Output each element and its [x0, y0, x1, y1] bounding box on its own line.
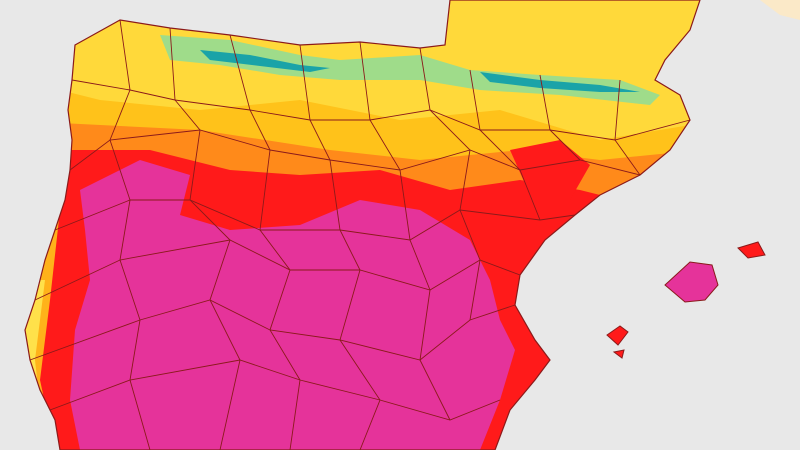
border-line — [469, 69, 541, 221]
province-borders — [29, 19, 691, 450]
zone-extreme — [70, 160, 515, 450]
border-line — [109, 19, 151, 450]
island-mallorca — [664, 261, 719, 303]
zone-mountain-cool — [160, 35, 660, 105]
border-line — [229, 34, 301, 450]
zone-mountain-coldest — [200, 50, 640, 92]
balearic-islands — [606, 241, 766, 359]
border-line — [29, 299, 516, 361]
border-line — [49, 359, 501, 421]
border-line — [34, 239, 521, 301]
border-line — [419, 47, 481, 321]
border-line — [71, 79, 691, 141]
border-line — [299, 44, 381, 450]
island-ibiza — [606, 325, 629, 346]
zone-ebro-very-hot — [510, 140, 590, 200]
border-line — [54, 199, 576, 241]
france-land — [760, 0, 800, 20]
border-line — [169, 27, 241, 450]
island-formentera — [612, 349, 625, 359]
border-line — [69, 129, 641, 176]
island-menorca — [737, 241, 766, 259]
